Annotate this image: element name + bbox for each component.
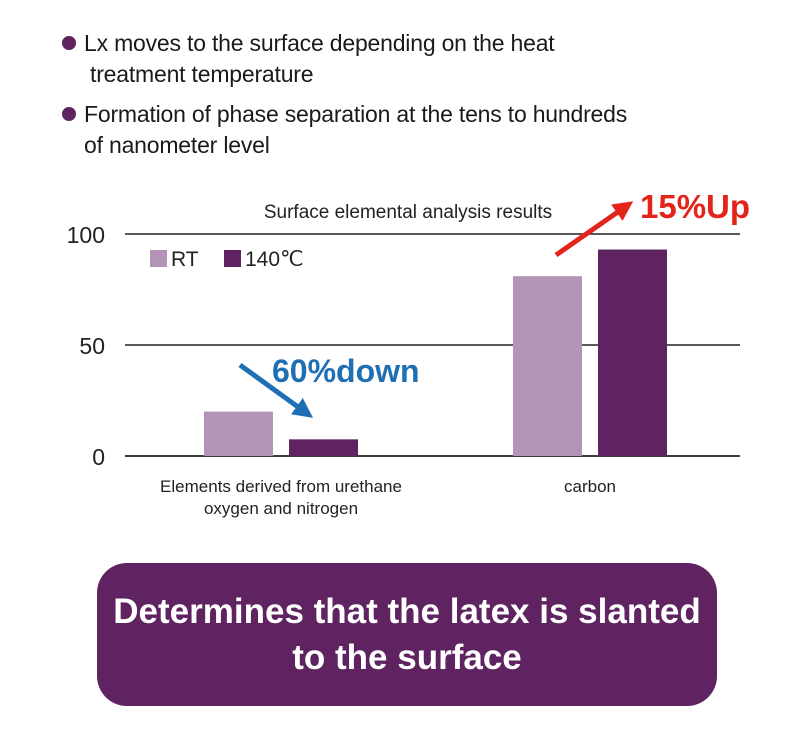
bullet-line: Formation of phase separation at the ten…: [84, 101, 628, 127]
legend-label: 140℃: [245, 248, 304, 271]
bar-rt: [204, 411, 273, 456]
chart-title: Surface elemental analysis results: [264, 202, 552, 223]
arrow-up-icon: [554, 201, 634, 258]
bullet-line: treatment temperature: [90, 61, 314, 87]
bullet-item: Lx moves to the surface depending on the…: [62, 28, 762, 90]
arrow-down-icon: [238, 362, 314, 418]
x-category-label: carbon: [564, 477, 616, 496]
bullet-line: of nanometer level: [84, 132, 270, 158]
x-category-label: Elements derived from urethane: [160, 477, 402, 496]
legend-label: RT: [171, 248, 199, 271]
annotation-increase: 15%Up: [640, 188, 750, 225]
bar-140c: [598, 249, 667, 456]
legend-swatch: [150, 250, 167, 267]
conclusion-banner: Determines that the latex is slanted to …: [97, 563, 717, 706]
conclusion-line: to the surface: [292, 637, 522, 677]
bar-140c: [289, 439, 358, 456]
bullet-line: Lx moves to the surface depending on the…: [84, 30, 555, 56]
y-tick-label: 50: [79, 333, 105, 359]
conclusion-line: Determines that the latex is slanted: [113, 591, 701, 631]
y-tick-label: 0: [92, 444, 105, 470]
x-category-label: oxygen and nitrogen: [204, 499, 358, 518]
bullet-dot-icon: [62, 107, 76, 121]
bullet-item: Formation of phase separation at the ten…: [62, 99, 762, 161]
annotation-decrease: 60%down: [272, 353, 420, 389]
legend-swatch: [224, 250, 241, 267]
y-tick-label: 100: [67, 222, 105, 248]
bullet-list: Lx moves to the surface depending on the…: [62, 28, 762, 170]
bar-chart: Surface elemental analysis results 0 50 100…: [67, 188, 750, 518]
bullet-dot-icon: [62, 36, 76, 50]
bar-rt: [513, 276, 582, 456]
